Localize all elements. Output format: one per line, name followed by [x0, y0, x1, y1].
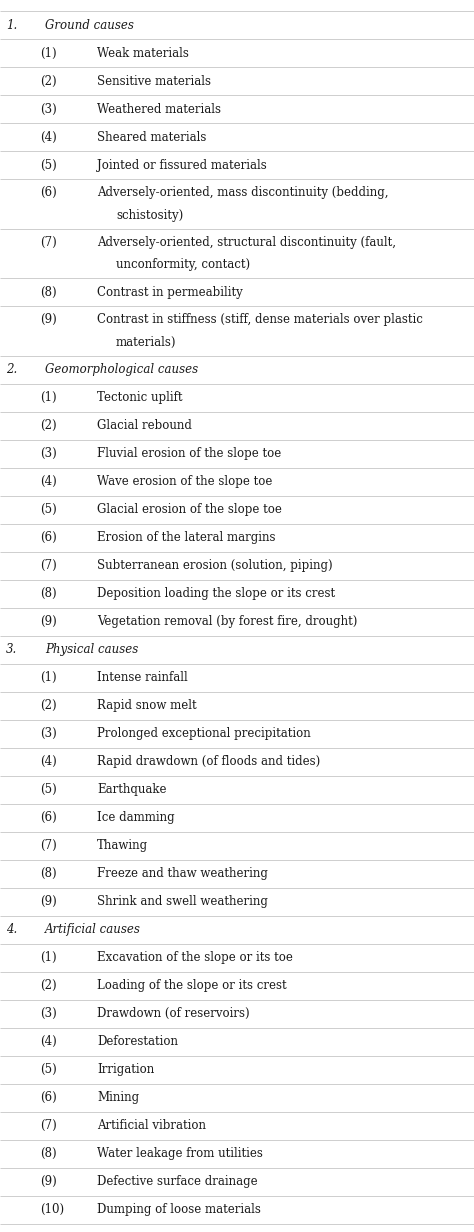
Text: (1): (1): [40, 671, 57, 684]
Text: Physical causes: Physical causes: [45, 643, 138, 657]
Text: Rapid snow melt: Rapid snow melt: [97, 700, 197, 712]
Text: Defective surface drainage: Defective surface drainage: [97, 1175, 258, 1188]
Text: (6): (6): [40, 1092, 57, 1104]
Text: Geomorphological causes: Geomorphological causes: [45, 363, 198, 376]
Text: Shrink and swell weathering: Shrink and swell weathering: [97, 896, 268, 908]
Text: (6): (6): [40, 531, 57, 545]
Text: (4): (4): [40, 1035, 57, 1048]
Text: (5): (5): [40, 1063, 57, 1077]
Text: unconformity, contact): unconformity, contact): [116, 259, 250, 271]
Text: (5): (5): [40, 784, 57, 796]
Text: Jointed or fissured materials: Jointed or fissured materials: [97, 159, 267, 171]
Text: Thawing: Thawing: [97, 839, 148, 853]
Text: Drawdown (of reservoirs): Drawdown (of reservoirs): [97, 1008, 250, 1020]
Text: Tectonic uplift: Tectonic uplift: [97, 392, 182, 404]
Text: (3): (3): [40, 102, 57, 116]
Text: Irrigation: Irrigation: [97, 1063, 155, 1077]
Text: (7): (7): [40, 235, 57, 249]
Text: (7): (7): [40, 839, 57, 853]
Text: Dumping of loose materials: Dumping of loose materials: [97, 1204, 261, 1216]
Text: Adversely-oriented, mass discontinuity (bedding,: Adversely-oriented, mass discontinuity (…: [97, 186, 389, 200]
Text: Prolonged exceptional precipitation: Prolonged exceptional precipitation: [97, 727, 311, 740]
Text: schistosity): schistosity): [116, 208, 183, 222]
Text: (8): (8): [40, 588, 57, 600]
Text: Contrast in stiffness (stiff, dense materials over plastic: Contrast in stiffness (stiff, dense mate…: [97, 313, 423, 326]
Text: (2): (2): [40, 979, 57, 992]
Text: (7): (7): [40, 1119, 57, 1132]
Text: Excavation of the slope or its toe: Excavation of the slope or its toe: [97, 951, 293, 965]
Text: Contrast in permeability: Contrast in permeability: [97, 286, 243, 298]
Text: (1): (1): [40, 951, 57, 965]
Text: (4): (4): [40, 131, 57, 144]
Text: Earthquake: Earthquake: [97, 784, 167, 796]
Text: (1): (1): [40, 392, 57, 404]
Text: Rapid drawdown (of floods and tides): Rapid drawdown (of floods and tides): [97, 755, 320, 769]
Text: Artificial vibration: Artificial vibration: [97, 1119, 206, 1132]
Text: (7): (7): [40, 559, 57, 572]
Text: Weak materials: Weak materials: [97, 47, 189, 59]
Text: Freeze and thaw weathering: Freeze and thaw weathering: [97, 867, 268, 880]
Text: Deposition loading the slope or its crest: Deposition loading the slope or its cres…: [97, 588, 335, 600]
Text: (3): (3): [40, 1008, 57, 1020]
Text: (4): (4): [40, 755, 57, 769]
Text: (8): (8): [40, 1147, 57, 1161]
Text: Weathered materials: Weathered materials: [97, 102, 221, 116]
Text: Artificial causes: Artificial causes: [45, 923, 141, 936]
Text: Erosion of the lateral margins: Erosion of the lateral margins: [97, 531, 276, 545]
Text: (9): (9): [40, 1175, 57, 1188]
Text: (1): (1): [40, 47, 57, 59]
Text: (2): (2): [40, 75, 57, 87]
Text: Sensitive materials: Sensitive materials: [97, 75, 211, 87]
Text: Loading of the slope or its crest: Loading of the slope or its crest: [97, 979, 287, 992]
Text: (9): (9): [40, 615, 57, 628]
Text: 2.: 2.: [6, 363, 17, 376]
Text: (3): (3): [40, 447, 57, 461]
Text: (2): (2): [40, 700, 57, 712]
Text: Intense rainfall: Intense rainfall: [97, 671, 188, 684]
Text: (5): (5): [40, 159, 57, 171]
Text: Glacial erosion of the slope toe: Glacial erosion of the slope toe: [97, 503, 282, 516]
Text: (2): (2): [40, 419, 57, 432]
Text: Vegetation removal (by forest fire, drought): Vegetation removal (by forest fire, drou…: [97, 615, 357, 628]
Text: 4.: 4.: [6, 923, 17, 936]
Text: (6): (6): [40, 186, 57, 200]
Text: (8): (8): [40, 286, 57, 298]
Text: (5): (5): [40, 503, 57, 516]
Text: Fluvial erosion of the slope toe: Fluvial erosion of the slope toe: [97, 447, 282, 461]
Text: Wave erosion of the slope toe: Wave erosion of the slope toe: [97, 476, 273, 488]
Text: (9): (9): [40, 313, 57, 326]
Text: (4): (4): [40, 476, 57, 488]
Text: Ground causes: Ground causes: [45, 18, 134, 32]
Text: Adversely-oriented, structural discontinuity (fault,: Adversely-oriented, structural discontin…: [97, 235, 396, 249]
Text: (9): (9): [40, 896, 57, 908]
Text: Ice damming: Ice damming: [97, 811, 175, 824]
Text: materials): materials): [116, 336, 177, 349]
Text: 1.: 1.: [6, 18, 17, 32]
Text: (6): (6): [40, 811, 57, 824]
Text: Sheared materials: Sheared materials: [97, 131, 207, 144]
Text: Deforestation: Deforestation: [97, 1035, 178, 1048]
Text: Subterranean erosion (solution, piping): Subterranean erosion (solution, piping): [97, 559, 333, 572]
Text: (8): (8): [40, 867, 57, 880]
Text: 3.: 3.: [6, 643, 17, 657]
Text: Water leakage from utilities: Water leakage from utilities: [97, 1147, 263, 1161]
Text: Mining: Mining: [97, 1092, 139, 1104]
Text: Glacial rebound: Glacial rebound: [97, 419, 192, 432]
Text: (10): (10): [40, 1204, 64, 1216]
Text: (3): (3): [40, 727, 57, 740]
